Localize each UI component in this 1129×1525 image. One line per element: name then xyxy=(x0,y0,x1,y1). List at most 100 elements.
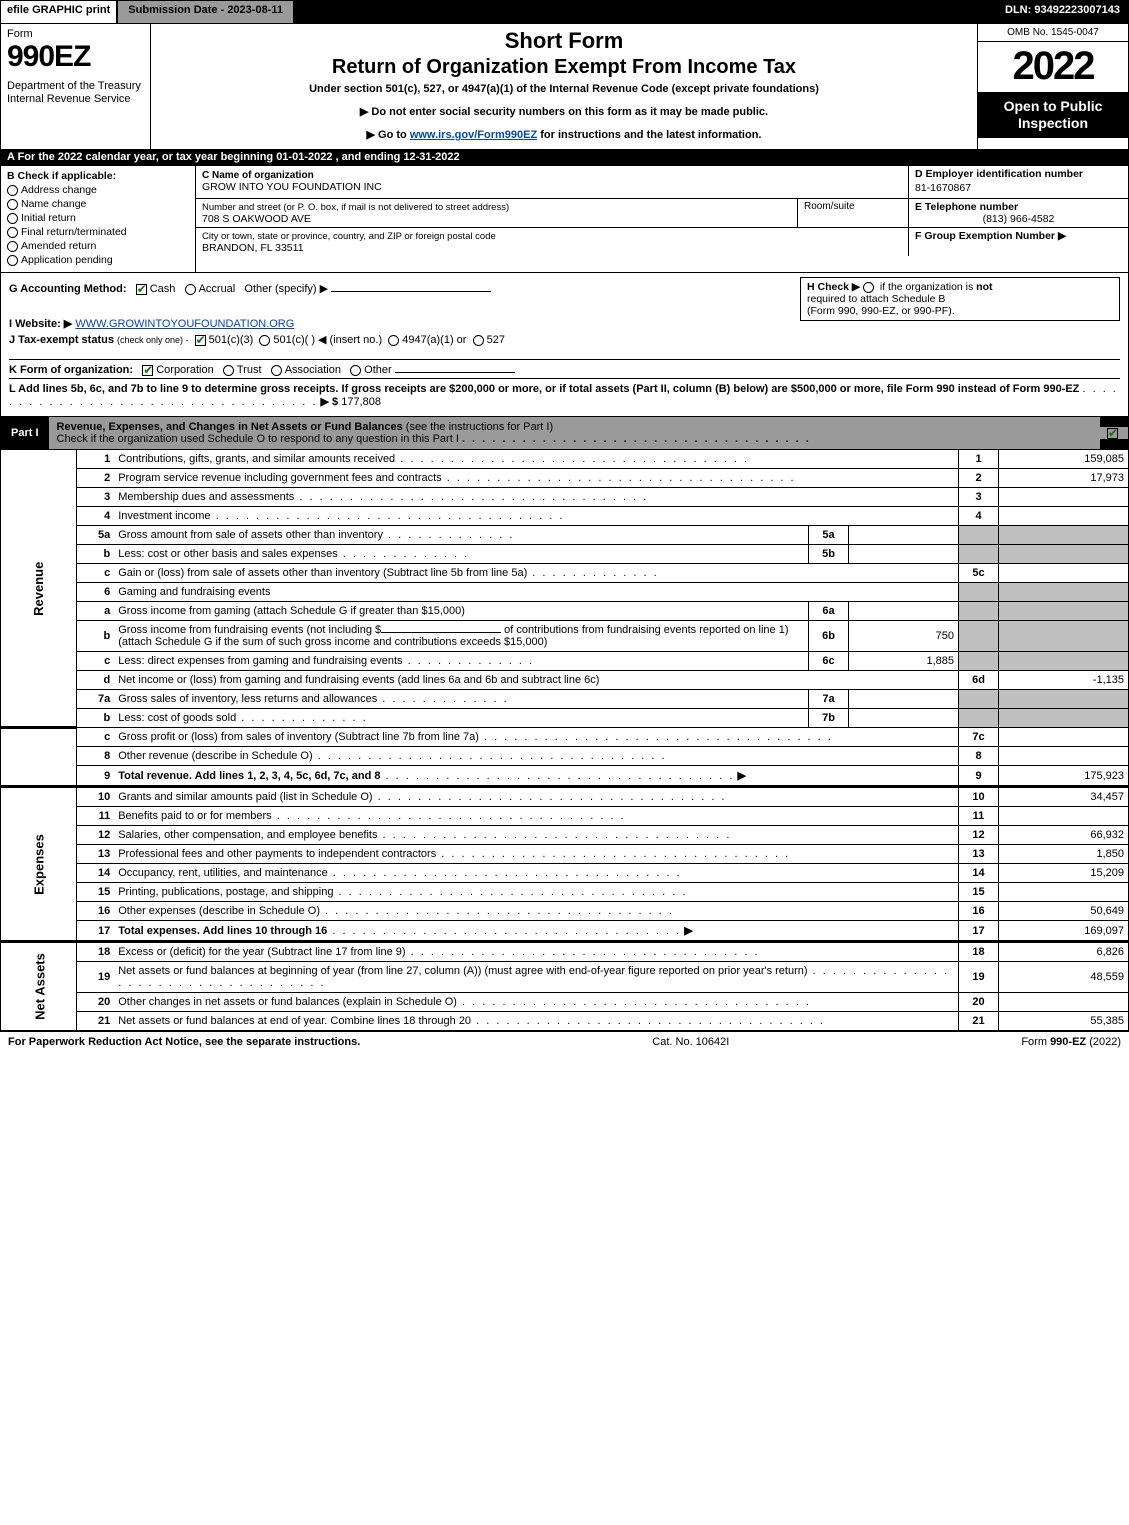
l2-val: 17,973 xyxy=(999,469,1129,488)
chk-amended-return[interactable]: Amended return xyxy=(7,240,189,252)
line-4: 4 Investment income 4 xyxy=(1,507,1129,526)
website-link[interactable]: WWW.GROWINTOYOUFOUNDATION.ORG xyxy=(75,318,294,330)
k-other-blank[interactable] xyxy=(395,372,515,373)
submission-date: Submission Date - 2023-08-11 xyxy=(118,1,295,23)
l6c-vshade xyxy=(999,652,1129,671)
columns-c-through-f: C Name of organization GROW INTO YOU FOU… xyxy=(196,166,1128,272)
l16-desc: Other expenses (describe in Schedule O) xyxy=(114,902,958,921)
k-corp-checkbox[interactable] xyxy=(142,365,153,376)
section-b-through-f: B Check if applicable: Address change Na… xyxy=(0,166,1129,273)
f-arrow: ▶ xyxy=(1058,230,1066,242)
k-trust-checkbox[interactable] xyxy=(223,365,234,376)
l6d-val: -1,135 xyxy=(999,671,1129,690)
l6c-rshade xyxy=(959,652,999,671)
l7c-num: c xyxy=(76,728,114,747)
j-501c3-checkbox[interactable] xyxy=(195,335,206,346)
department-label: Department of the Treasury Internal Reve… xyxy=(7,80,144,106)
h-text2: if the organization is xyxy=(880,281,976,293)
l11-desc: Benefits paid to or for members xyxy=(114,807,958,826)
l1-desc: Contributions, gifts, grants, and simila… xyxy=(114,450,958,469)
chk-address-change-label: Address change xyxy=(21,184,97,196)
org-name: GROW INTO YOU FOUNDATION INC xyxy=(202,181,382,193)
j-sub: (check only one) - xyxy=(117,335,189,345)
l7b-desc: Less: cost of goods sold xyxy=(114,709,808,728)
l8-val xyxy=(999,747,1129,766)
header-left: Form 990EZ Department of the Treasury In… xyxy=(1,24,151,149)
line-20: 20 Other changes in net assets or fund b… xyxy=(1,993,1129,1012)
l19-val: 48,559 xyxy=(999,962,1129,993)
l6c-desc: Less: direct expenses from gaming and fu… xyxy=(114,652,808,671)
goto-link-line: ▶ Go to www.irs.gov/Form990EZ for instru… xyxy=(159,128,969,141)
chk-name-change[interactable]: Name change xyxy=(7,198,189,210)
form-header: Form 990EZ Department of the Treasury In… xyxy=(0,24,1129,149)
k-other-label: Other xyxy=(364,364,392,376)
j-501c-checkbox[interactable] xyxy=(259,335,270,346)
l5b-desc: Less: cost or other basis and sales expe… xyxy=(114,545,808,564)
column-e-phone: E Telephone number (813) 966-4582 xyxy=(908,199,1128,227)
l6c-num: c xyxy=(76,652,114,671)
chk-application-pending[interactable]: Application pending xyxy=(7,254,189,266)
line-21: 21 Net assets or fund balances at end of… xyxy=(1,1012,1129,1031)
addr-label: Number and street (or P. O. box, if mail… xyxy=(202,202,509,213)
l5c-val xyxy=(999,564,1129,583)
l6b-blank[interactable] xyxy=(381,632,501,633)
l13-rnum: 13 xyxy=(959,845,999,864)
l5a-desc: Gross amount from sale of assets other t… xyxy=(114,526,808,545)
l18-rnum: 18 xyxy=(959,942,999,962)
tax-year: 2022 xyxy=(978,42,1128,92)
l7b-num: b xyxy=(76,709,114,728)
h-checkbox[interactable] xyxy=(863,282,874,293)
room-label: Room/suite xyxy=(804,201,855,212)
h-text3: required to attach Schedule B xyxy=(807,293,945,305)
j-527-checkbox[interactable] xyxy=(473,335,484,346)
part-i-title: Revenue, Expenses, and Changes in Net As… xyxy=(49,417,1100,449)
line-17: 17 Total expenses. Add lines 10 through … xyxy=(1,921,1129,942)
irs-link[interactable]: www.irs.gov/Form990EZ xyxy=(410,129,537,141)
l5a-iv xyxy=(849,526,959,545)
chk-initial-return[interactable]: Initial return xyxy=(7,212,189,224)
l6a-vshade xyxy=(999,602,1129,621)
l6b-il: 6b xyxy=(809,621,849,652)
part-i-schedule-o-check[interactable] xyxy=(1100,427,1128,439)
b-title: B Check if applicable: xyxy=(7,170,189,182)
k-other-checkbox[interactable] xyxy=(350,365,361,376)
l16-val: 50,649 xyxy=(999,902,1129,921)
l7a-iv xyxy=(849,690,959,709)
l6b-vshade xyxy=(999,621,1129,652)
l6b-desc: Gross income from fundraising events (no… xyxy=(114,621,808,652)
l2-rnum: 2 xyxy=(959,469,999,488)
street-address-cell: Number and street (or P. O. box, if mail… xyxy=(196,199,798,227)
efile-print-label: efile GRAPHIC print xyxy=(1,1,118,23)
chk-final-return[interactable]: Final return/terminated xyxy=(7,226,189,238)
chk-amended-return-label: Amended return xyxy=(21,240,96,252)
k-label: K Form of organization: xyxy=(9,364,133,376)
l17-desc: Total expenses. Add lines 10 through 16 … xyxy=(114,921,958,942)
g-accrual-checkbox[interactable] xyxy=(185,284,196,295)
row-a-taxyear: A For the 2022 calendar year, or tax yea… xyxy=(0,149,1129,166)
chk-address-change[interactable]: Address change xyxy=(7,184,189,196)
form-number: 990EZ xyxy=(7,40,144,74)
footer-formref: Form 990-EZ (2022) xyxy=(1021,1036,1121,1048)
g-cash-checkbox[interactable] xyxy=(136,284,147,295)
line-12: 12 Salaries, other compensation, and emp… xyxy=(1,826,1129,845)
l10-desc: Grants and similar amounts paid (list in… xyxy=(114,787,958,807)
l17-num: 17 xyxy=(76,921,114,942)
c-name-label: C Name of organization xyxy=(202,170,314,181)
l7b-rshade xyxy=(959,709,999,728)
l20-desc: Other changes in net assets or fund bala… xyxy=(114,993,958,1012)
g-other-blank[interactable] xyxy=(331,291,491,292)
j-4947-checkbox[interactable] xyxy=(388,335,399,346)
l17-rnum: 17 xyxy=(959,921,999,942)
k-assoc-checkbox[interactable] xyxy=(271,365,282,376)
revenue-sidelabel-cont xyxy=(1,728,77,787)
l10-num: 10 xyxy=(76,787,114,807)
expenses-sidelabel: Expenses xyxy=(0,826,116,902)
goto-prefix: ▶ Go to xyxy=(367,129,410,141)
g-accrual-label: Accrual xyxy=(199,283,236,295)
l9-desc: Total revenue. Add lines 1, 2, 3, 4, 5c,… xyxy=(114,766,958,787)
line-7a: 7a Gross sales of inventory, less return… xyxy=(1,690,1129,709)
l7b-vshade xyxy=(999,709,1129,728)
short-form-title: Short Form xyxy=(159,28,969,54)
l4-val xyxy=(999,507,1129,526)
footer-left: For Paperwork Reduction Act Notice, see … xyxy=(8,1036,360,1048)
